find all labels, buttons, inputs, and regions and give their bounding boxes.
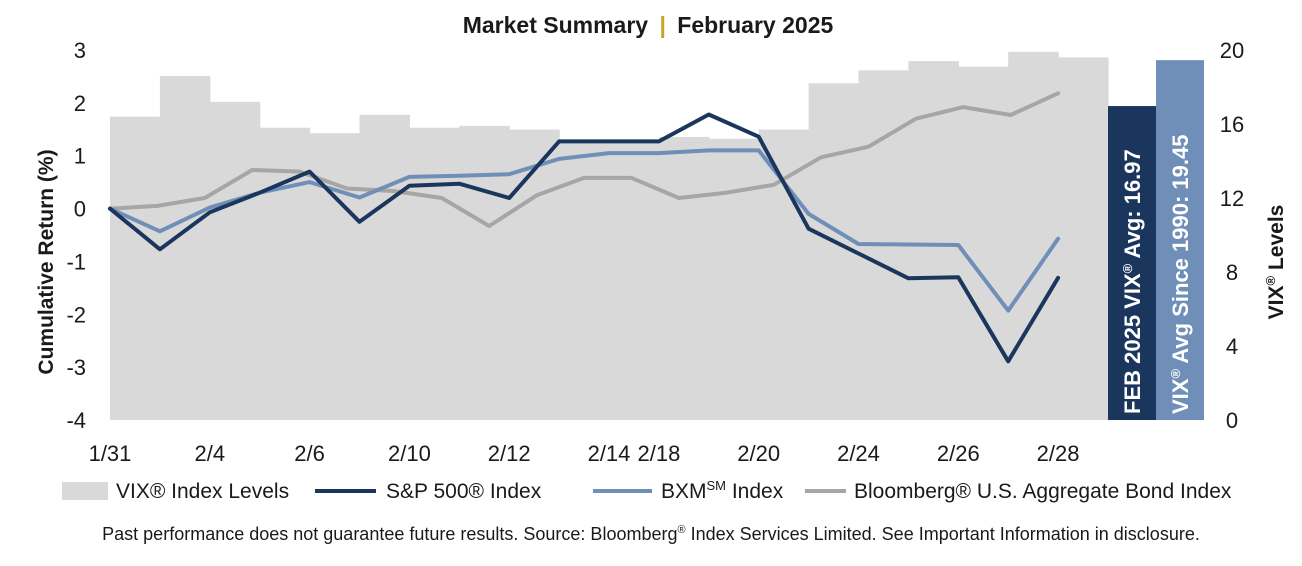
legend: VIX® Index Levels S&P 500® Index BXMSM I…: [62, 478, 1232, 503]
left-tick-label: 2: [74, 91, 86, 116]
return-lines-layer: [108, 91, 1061, 364]
vix-average-label-1-sup: ®: [1120, 263, 1135, 273]
vix-bar-2-7: [359, 114, 410, 420]
x-tick-label: 2/4: [195, 441, 226, 466]
left-tick-label: -1: [66, 249, 86, 274]
vix-bar-2-10: [409, 127, 460, 420]
vix-average-label-2: VIX® Avg Since 1990: 19.45: [1168, 135, 1193, 414]
legend-swatch-vix: [62, 482, 108, 500]
left-tick-label: 3: [74, 38, 86, 63]
vix-bar-2-14: [609, 142, 660, 420]
x-tick-label: 2/6: [294, 441, 325, 466]
right-tick-label: 4: [1226, 334, 1238, 359]
left-tick-label: 0: [74, 197, 86, 222]
vix-average-label-2-a: VIX: [1168, 378, 1193, 414]
left-axis-ticks: 3 2 1 0 -1 -2 -3 -4: [66, 38, 86, 433]
legend-label-bxm-main: BXM: [661, 480, 707, 503]
vix-bar-2-28: [1058, 57, 1109, 421]
right-axis-title-rest: Levels: [1265, 205, 1288, 276]
left-tick-label: -4: [66, 408, 86, 433]
x-tick-label: 2/26: [937, 441, 980, 466]
vix-average-label-2-b: Avg Since 1990: 19.45: [1168, 135, 1193, 369]
right-tick-label: 12: [1220, 186, 1244, 211]
vix-bar-2-25: [908, 61, 959, 420]
footnote-part1: Past performance does not guarantee futu…: [102, 524, 678, 544]
legend-label-bxm: BXMSM Index: [661, 478, 784, 503]
vix-average-bar-2: [1156, 60, 1204, 421]
vix-bar-2-18: [658, 136, 710, 420]
vix-average-bar-1: [1108, 106, 1156, 421]
vix-bar-2-27: [1008, 51, 1059, 420]
left-tick-label: -2: [66, 302, 86, 327]
footnote-part2: Index Services Limited. See Important In…: [685, 524, 1200, 544]
right-tick-label: 0: [1226, 408, 1238, 433]
vix-average-label-1-a: FEB 2025 VIX: [1120, 273, 1145, 414]
right-axis-title: VIX® Levels: [1263, 205, 1288, 320]
legend-label-bxm-sup: SM: [707, 478, 727, 493]
right-tick-label: 8: [1226, 260, 1238, 285]
vix-bar-2-13: [559, 140, 610, 420]
x-tick-label: 2/24: [837, 441, 880, 466]
vix-bar-2-12: [509, 129, 560, 421]
vix-average-label-2-sup: ®: [1168, 369, 1183, 379]
right-tick-label: 20: [1220, 38, 1244, 63]
x-tick-label: 2/18: [637, 441, 680, 466]
line-series-3: [108, 91, 1061, 228]
vix-average-label-1-b: Avg: 16.97: [1120, 149, 1145, 264]
x-tick-label: 2/12: [488, 441, 531, 466]
left-axis-title: Cumulative Return (%): [35, 149, 58, 374]
legend-label-bxm-rest: Index: [726, 480, 784, 503]
vix-average-label-1: FEB 2025 VIX® Avg: 16.97: [1120, 149, 1145, 414]
x-tick-label: 1/31: [89, 441, 132, 466]
vix-bar-2-3: [159, 75, 211, 421]
footnote-sup: ®: [677, 524, 686, 536]
x-tick-label: 2/28: [1037, 441, 1080, 466]
x-tick-label: 2/20: [737, 441, 780, 466]
vix-bar-2-26: [958, 66, 1009, 421]
legend-label-bond: Bloomberg® U.S. Aggregate Bond Index: [854, 480, 1232, 503]
chart-title-separator: |: [659, 12, 665, 38]
left-tick-label: 1: [74, 144, 86, 169]
vix-bar-1-31: [110, 116, 161, 420]
footnote: Past performance does not guarantee futu…: [0, 524, 1302, 545]
x-axis-ticks: 1/31 2/4 2/6 2/10 2/12 2/14 2/18 2/20 2/24 2/26 2/…: [89, 441, 1080, 466]
x-tick-label: 2/14: [588, 441, 631, 466]
x-tick-label: 2/10: [388, 441, 431, 466]
vix-bar-2-19: [708, 138, 760, 421]
right-axis-ticks: 20 16 12 8 4 0: [1220, 38, 1244, 433]
market-summary-chart: Market Summary | February 2025 FEB 2025 …: [35, 12, 1288, 503]
left-tick-label: -3: [66, 355, 86, 380]
chart-title-part1: Market Summary: [463, 12, 649, 38]
legend-label-sp500: S&P 500® Index: [386, 480, 542, 503]
chart-title: Market Summary | February 2025: [463, 12, 834, 38]
vix-bar-2-11: [459, 125, 510, 420]
right-axis-title-sup: ®: [1263, 275, 1278, 285]
right-axis-title-main: VIX: [1265, 285, 1288, 319]
vix-bar-2-20: [758, 129, 810, 421]
chart-title-part2: February 2025: [677, 12, 833, 38]
legend-label-vix: VIX® Index Levels: [116, 480, 289, 503]
vix-bar-2-4: [209, 101, 261, 421]
line-series-1: [108, 112, 1061, 364]
right-tick-label: 16: [1220, 112, 1244, 137]
